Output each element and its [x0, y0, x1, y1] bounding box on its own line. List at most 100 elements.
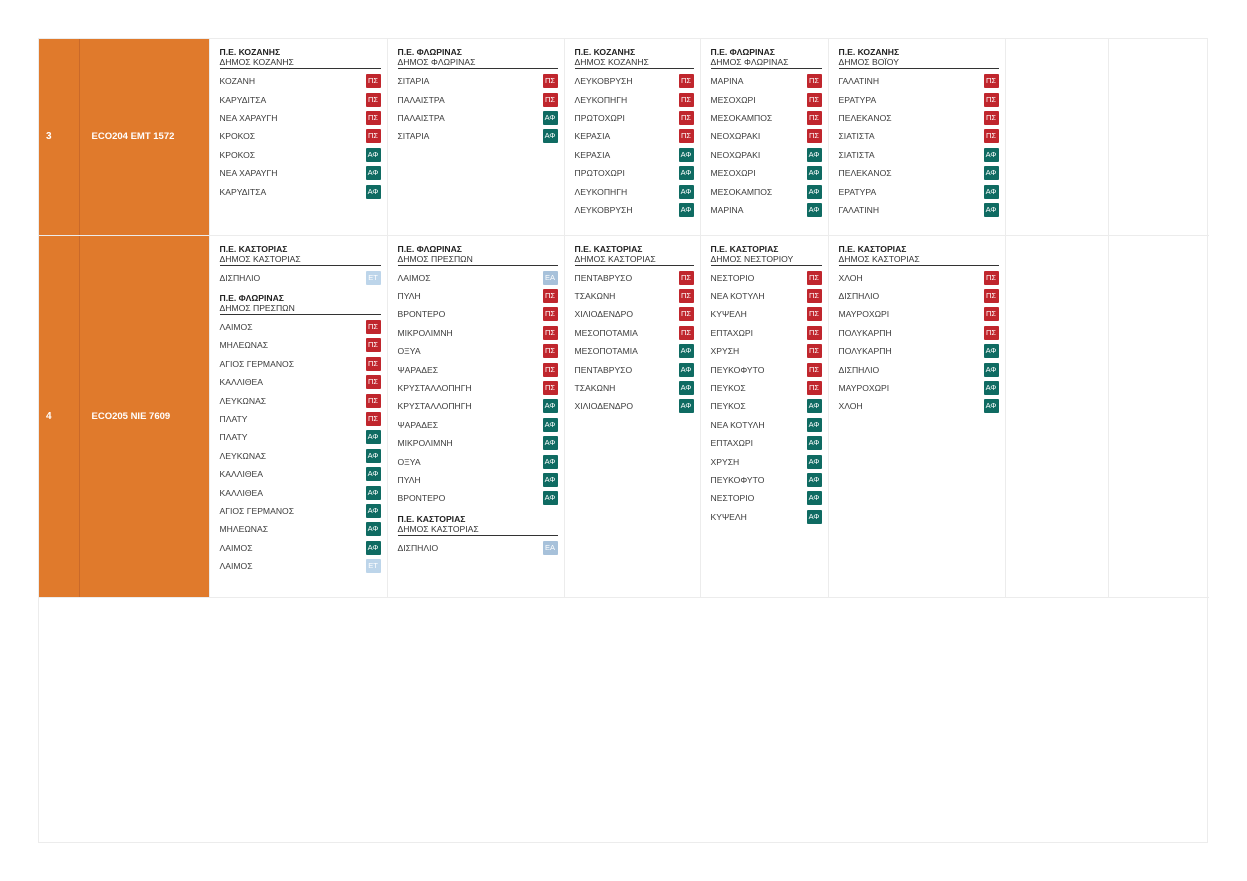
stop-item: ΠΕΝΤΑΒΡΥΣΟ ΠΣ: [575, 269, 694, 287]
stop-item: ΛΑΙΜΟΣ ΑΦ: [220, 539, 381, 557]
stop-name: ΝΕΑ ΚΟΤΥΛΗ: [710, 291, 765, 302]
stop-item: ΠΕΥΚΟΦΥΤΟ ΑΦ: [711, 471, 822, 489]
stop-group: Π.Ε. ΦΛΩΡΙΝΑΣ ΔΗΜΟΣ ΦΛΩΡΙΝΑΣ ΜΑΡΙΝΑ ΠΣ ΜΕΣΟΧ…: [710, 47, 822, 219]
municipality-title: ΔΗΜΟΣ ΝΕΣΤΟΡΙΟΥ: [710, 254, 822, 266]
stop-type-badge: ΠΣ: [806, 129, 822, 144]
stop-item: ΚΡΟΚΟΣ ΑΦ: [220, 146, 381, 164]
stop-item: ΧΡΥΣΗ ΑΦ: [711, 452, 822, 470]
empty-cell: [1005, 39, 1109, 236]
table-body: 3 ECO204 EMT 1572 Π.Ε. ΚΟΖΑΝΗΣ ΔΗΜΟΣ ΚΟΖΑ…: [39, 39, 1209, 598]
route-code: ECO205 NIE 7609: [79, 235, 210, 598]
stop-item: ΝΕΟΧΩΡΑΚΙ ΠΣ: [711, 127, 822, 145]
municipality-title: ΔΗΜΟΣ ΠΡΕΣΠΩΝ: [397, 254, 558, 266]
stop-type-badge: ΠΣ: [983, 74, 999, 89]
municipality-title: ΔΗΜΟΣ ΦΛΩΡΙΝΑΣ: [710, 57, 822, 69]
stop-type-badge: ΠΣ: [542, 74, 558, 89]
stop-name: ΚΥΨΕΛΗ: [710, 309, 747, 320]
stop-type-badge: ΑΦ: [678, 344, 694, 359]
stop-type-badge: ΠΣ: [806, 74, 822, 89]
stop-item: ΓΑΛΑΤΙΝΗ ΠΣ: [839, 72, 999, 90]
stop-item: ΠΡΩΤΟΧΩΡΙ ΑΦ: [575, 164, 694, 182]
municipality-title: ΔΗΜΟΣ ΦΛΩΡΙΝΑΣ: [397, 57, 558, 69]
municipality-title: ΔΗΜΟΣ ΚΑΣΤΟΡΙΑΣ: [219, 254, 381, 266]
stop-item: ΜΕΣΟΚΑΜΠΟΣ ΑΦ: [711, 182, 822, 200]
stop-name: ΑΓΙΟΣ ΓΕΡΜΑΝΟΣ: [219, 505, 295, 516]
stop-type-badge: ΑΦ: [542, 454, 558, 469]
stop-type-badge: ΑΦ: [983, 344, 999, 359]
stop-item: ΔΙΣΠΗΛΙΟ ΑΦ: [839, 360, 999, 378]
stop-item: ΨΑΡΑΔΕΣ ΠΣ: [398, 360, 558, 378]
stop-item: ΔΙΣΠΗΛΙΟ ΕΑ: [398, 539, 558, 557]
stop-type-badge: ΑΦ: [365, 522, 381, 537]
stop-cell: Π.Ε. ΚΑΣΤΟΡΙΑΣ ΔΗΜΟΣ ΝΕΣΤΟΡΙΟΥ ΝΕΣΤΟΡΙΟ ΠΣ Ν…: [700, 235, 829, 598]
stop-type-badge: ΑΦ: [365, 485, 381, 500]
stop-item: ΕΠΤΑΧΩΡΙ ΠΣ: [711, 324, 822, 342]
stop-type-badge: ΑΦ: [365, 184, 381, 199]
stop-name: ΕΠΤΑΧΩΡΙ: [710, 327, 754, 338]
stop-name: ΓΑΛΑΤΙΝΗ: [838, 204, 880, 215]
stop-name: ΚΑΛΛΙΘΕΑ: [219, 469, 263, 480]
stop-cell: Π.Ε. ΚΑΣΤΟΡΙΑΣ ΔΗΜΟΣ ΚΑΣΤΟΡΙΑΣ ΠΕΝΤΑΒΡΥΣΟ Π…: [564, 235, 701, 598]
stop-name: ΜΑΥΡΟΧΩΡΙ: [838, 383, 890, 394]
stop-type-badge: ΠΣ: [542, 92, 558, 107]
stop-name: ΕΠΤΑΧΩΡΙ: [710, 438, 754, 449]
stop-item: ΕΡΑΤΥΡΑ ΑΦ: [839, 182, 999, 200]
stop-item: ΠΕΥΚΟΣ ΠΣ: [711, 379, 822, 397]
stop-name: ΛΕΥΚΩΝΑΣ: [219, 450, 267, 461]
stop-item: ΠΟΛΥΚΑΡΠΗ ΑΦ: [839, 342, 999, 360]
stop-item: ΠΑΛΑΙΣΤΡΑ ΑΦ: [398, 109, 558, 127]
stop-item: ΛΕΥΚΩΝΑΣ ΠΣ: [220, 391, 381, 409]
stop-type-badge: ΑΦ: [542, 417, 558, 432]
stop-item: ΧΛΟΗ ΑΦ: [839, 397, 999, 415]
stop-name: ΠΕΥΚΟΣ: [710, 383, 746, 394]
stop-name: ΔΙΣΠΗΛΙΟ: [838, 364, 880, 375]
stop-type-badge: ΠΣ: [365, 356, 381, 371]
stop-item: ΣΙΤΑΡΙΑ ΑΦ: [398, 127, 558, 145]
stop-name: ΝΕΑ ΚΟΤΥΛΗ: [710, 419, 765, 430]
stop-item: ΝΕΑ ΚΟΤΥΛΗ ΠΣ: [711, 287, 822, 305]
stop-type-badge: ΠΣ: [678, 110, 694, 125]
stop-type-badge: ΑΦ: [806, 491, 822, 506]
stop-item: ΚΥΨΕΛΗ ΑΦ: [711, 508, 822, 526]
stop-name: ΣΙΤΑΡΙΑ: [397, 131, 430, 142]
stop-name: ΧΙΛΙΟΔΕΝΔΡΟ: [574, 309, 634, 320]
stop-name: ΝΕΟΧΩΡΑΚΙ: [710, 131, 761, 142]
municipality-title: ΔΗΜΟΣ ΚΑΣΤΟΡΙΑΣ: [574, 254, 694, 266]
stop-name: ΠΕΥΚΟΦΥΤΟ: [710, 474, 765, 485]
stop-item: ΠΕΛΕΚΑΝΟΣ ΑΦ: [839, 164, 999, 182]
region-title: Π.Ε. ΚΟΖΑΝΗΣ: [574, 47, 636, 57]
stop-name: ΝΕΑ ΧΑΡΑΥΓΗ: [219, 168, 278, 179]
stop-cell: Π.Ε. ΚΑΣΤΟΡΙΑΣ ΔΗΜΟΣ ΚΑΣΤΟΡΙΑΣ ΔΙΣΠΗΛΙΟ ΕΤ Π…: [209, 235, 388, 598]
stop-name: ΧΡΥΣΗ: [710, 456, 740, 467]
stop-item: ΚΑΡΥΔΙΤΣΑ ΠΣ: [220, 90, 381, 108]
stop-name: ΟΞΥΑ: [397, 346, 421, 357]
stop-item: ΠΕΥΚΟΦΥΤΟ ΠΣ: [711, 360, 822, 378]
stop-name: ΕΡΑΤΥΡΑ: [838, 94, 877, 105]
stop-type-badge: ΠΣ: [806, 307, 822, 322]
stop-name: ΠΕΝΤΑΒΡΥΣΟ: [574, 272, 633, 283]
stop-name: ΛΑΙΜΟΣ: [397, 272, 431, 283]
stop-item: ΜΑΥΡΟΧΩΡΙ ΑΦ: [839, 379, 999, 397]
stop-name: ΠΟΛΥΚΑΡΠΗ: [838, 346, 892, 357]
stop-item: ΚΑΛΛΙΘΕΑ ΠΣ: [220, 373, 381, 391]
stop-type-badge: ΑΦ: [678, 147, 694, 162]
stop-name: ΠΕΛΕΚΑΝΟΣ: [838, 112, 892, 123]
stop-name: ΠΡΩΤΟΧΩΡΙ: [574, 112, 625, 123]
stop-type-badge: ΠΣ: [983, 110, 999, 125]
stop-type-badge: ΠΣ: [983, 307, 999, 322]
stop-cell: Π.Ε. ΦΛΩΡΙΝΑΣ ΔΗΜΟΣ ΠΡΕΣΠΩΝ ΛΑΙΜΟΣ ΕΑ ΠΥΛΗ ΠΣ…: [387, 235, 565, 598]
stop-type-badge: ΠΣ: [365, 320, 381, 335]
stop-item: ΝΕΣΤΟΡΙΟ ΑΦ: [711, 489, 822, 507]
stop-item: ΠΡΩΤΟΧΩΡΙ ΠΣ: [575, 109, 694, 127]
stop-item: ΜΑΥΡΟΧΩΡΙ ΠΣ: [839, 305, 999, 323]
stop-name: ΜΕΣΟΚΑΜΠΟΣ: [710, 112, 773, 123]
stop-type-badge: ΠΣ: [365, 412, 381, 427]
stop-type-badge: ΠΣ: [542, 381, 558, 396]
stop-item: ΛΑΙΜΟΣ ΕΑ: [398, 269, 558, 287]
stop-type-badge: ΑΦ: [678, 202, 694, 217]
stop-item: ΝΕΑ ΚΟΤΥΛΗ ΑΦ: [711, 416, 822, 434]
stop-name: ΧΙΛΙΟΔΕΝΔΡΟ: [574, 401, 634, 412]
stop-type-badge: ΑΦ: [678, 381, 694, 396]
stop-type-badge: ΑΦ: [542, 110, 558, 125]
stop-item: ΑΓΙΟΣ ΓΕΡΜΑΝΟΣ ΑΦ: [220, 502, 381, 520]
